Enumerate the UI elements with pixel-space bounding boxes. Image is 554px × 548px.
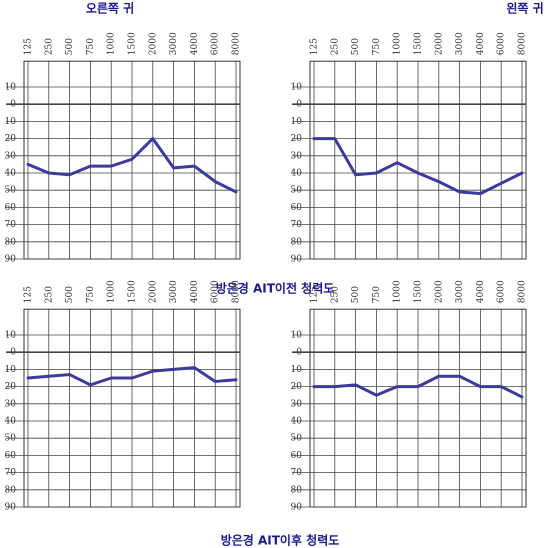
- x-tick-label: 125: [310, 38, 320, 55]
- y-tick-label: 10: [5, 365, 17, 375]
- x-tick-label: 2000: [148, 280, 158, 303]
- left-ear-header: 왼쪽 귀: [506, 1, 543, 16]
- x-tick-label: 750: [372, 286, 382, 303]
- y-tick-label: 60: [291, 451, 303, 461]
- x-tick-label: 6000: [211, 32, 221, 55]
- x-tick-label: 500: [351, 286, 361, 303]
- x-tick-label: 750: [86, 38, 96, 55]
- x-tick-label: 3000: [455, 280, 465, 303]
- hearing-line: [312, 374, 524, 399]
- y-tick-label: 30: [291, 399, 303, 409]
- x-tick-label: 1500: [414, 280, 424, 303]
- y-tick-label: 50: [5, 434, 17, 444]
- y-tick-label: 50: [5, 186, 17, 196]
- y-tick-label: 80: [5, 485, 17, 495]
- x-tick-label: 3000: [169, 280, 179, 303]
- y-tick-label: 40: [291, 417, 303, 427]
- x-tick-label: 8000: [232, 280, 242, 303]
- y-tick-label: 10: [291, 365, 303, 375]
- y-tick-label: 40: [291, 169, 303, 179]
- x-tick-label: 125: [24, 286, 34, 303]
- caption-before: 방은경 AIT이전 청력도: [216, 281, 335, 296]
- x-tick-label: 3000: [169, 32, 179, 55]
- x-tick-label: 1000: [107, 32, 117, 55]
- y-tick-label: 90: [5, 255, 17, 265]
- x-tick-label: 1500: [128, 280, 138, 303]
- y-tick-label: 10: [291, 117, 303, 127]
- hearing-line: [26, 366, 238, 387]
- x-tick-label: 750: [86, 286, 96, 303]
- y-tick-label: 70: [5, 220, 17, 230]
- x-tick-label: 125: [24, 38, 34, 55]
- caption-after: 방은경 AIT이후 청력도: [221, 533, 340, 548]
- x-tick-label: 500: [65, 38, 75, 55]
- y-tick-label: 70: [291, 220, 303, 230]
- x-tick-label: 1000: [393, 32, 403, 55]
- y-tick-label: 80: [291, 237, 303, 247]
- x-tick-label: 4000: [476, 280, 486, 303]
- x-tick-label: 8000: [232, 32, 242, 55]
- y-tick-label: 30: [5, 151, 17, 161]
- y-tick-label: 30: [5, 399, 17, 409]
- x-tick-label: 125: [310, 286, 320, 303]
- x-tick-label: 1000: [393, 280, 403, 303]
- y-tick-label: 50: [291, 434, 303, 444]
- y-tick-label: 10: [5, 331, 17, 341]
- x-tick-label: 750: [372, 38, 382, 55]
- y-tick-label: 50: [291, 186, 303, 196]
- x-tick-label: 250: [44, 38, 54, 55]
- x-tick-label: 3000: [455, 32, 465, 55]
- y-tick-label: 60: [291, 203, 303, 213]
- y-tick-label: 90: [291, 503, 303, 513]
- x-tick-label: 8000: [518, 280, 528, 303]
- x-tick-label: 6000: [211, 280, 221, 303]
- y-tick-label: 40: [5, 417, 17, 427]
- y-tick-label: 80: [291, 485, 303, 495]
- x-tick-label: 500: [65, 286, 75, 303]
- y-tick-label: 20: [291, 134, 303, 144]
- y-tick-label: 20: [5, 134, 17, 144]
- right-ear-header: 오른쪽 귀: [86, 1, 134, 16]
- x-tick-label: 4000: [190, 32, 200, 55]
- y-tick-label: 70: [291, 468, 303, 478]
- hearing-line: [312, 137, 524, 196]
- x-tick-label: 2000: [434, 32, 444, 55]
- y-tick-label: 10: [291, 83, 303, 93]
- y-tick-label: 10: [5, 117, 17, 127]
- y-tick-label: 20: [5, 382, 17, 392]
- x-tick-label: 500: [351, 38, 361, 55]
- y-tick-label: 90: [5, 503, 17, 513]
- x-tick-label: 1500: [128, 32, 138, 55]
- y-tick-label: 80: [5, 237, 17, 247]
- y-tick-label: 70: [5, 468, 17, 478]
- y-tick-label: 10: [291, 331, 303, 341]
- y-tick-label: 60: [5, 451, 17, 461]
- x-tick-label: 250: [330, 38, 340, 55]
- x-tick-label: 1500: [414, 32, 424, 55]
- x-tick-label: 6000: [497, 32, 507, 55]
- hearing-line: [26, 137, 238, 194]
- x-tick-label: 8000: [518, 32, 528, 55]
- y-tick-label: 60: [5, 203, 17, 213]
- y-tick-label: 30: [291, 151, 303, 161]
- x-tick-label: 2000: [434, 280, 444, 303]
- x-tick-label: 1000: [107, 280, 117, 303]
- x-tick-label: 4000: [476, 32, 486, 55]
- x-tick-label: 250: [44, 286, 54, 303]
- x-tick-label: 4000: [190, 280, 200, 303]
- y-tick-label: 20: [291, 382, 303, 392]
- y-tick-label: 10: [5, 83, 17, 93]
- x-tick-label: 6000: [497, 280, 507, 303]
- x-tick-label: 2000: [148, 32, 158, 55]
- y-tick-label: 40: [5, 169, 17, 179]
- y-tick-label: 90: [291, 255, 303, 265]
- x-tick-label: 250: [330, 286, 340, 303]
